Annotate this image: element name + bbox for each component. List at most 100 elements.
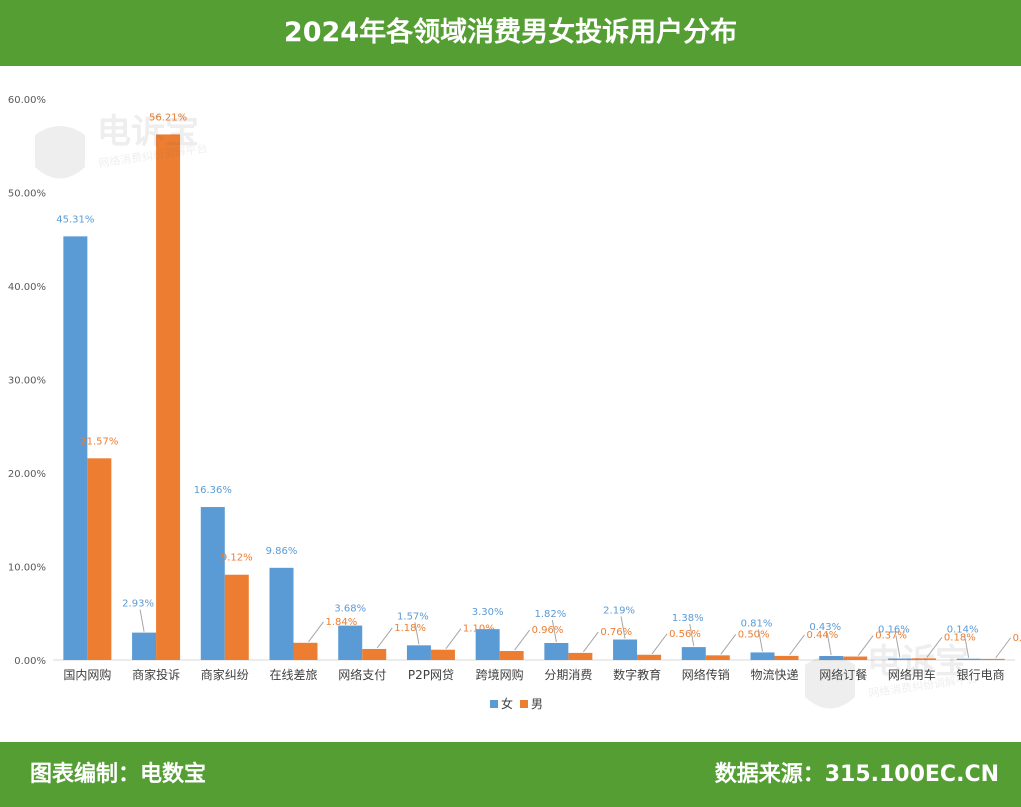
leader-line-female bbox=[620, 616, 626, 639]
bar-male bbox=[637, 654, 662, 660]
x-tick-label: 网络订餐 bbox=[819, 667, 867, 682]
bar-female bbox=[269, 567, 294, 660]
footer-bar bbox=[0, 742, 1021, 807]
data-label-male: 56.21% bbox=[149, 112, 187, 123]
bar-male bbox=[705, 655, 730, 660]
leader-line-male bbox=[651, 633, 668, 655]
legend-swatch-male bbox=[520, 700, 528, 708]
x-tick-label: P2P网贷 bbox=[408, 668, 454, 682]
data-label-female: 3.30% bbox=[472, 607, 504, 618]
leader-line-female bbox=[826, 632, 832, 656]
bar-chart: 0.00% 10.00% 20.00% 30.00% 40.00% 50.00% 60.00… bbox=[8, 95, 1021, 711]
bar-male bbox=[87, 458, 112, 660]
bar-female bbox=[613, 639, 638, 660]
leader-line-female bbox=[689, 624, 695, 647]
x-tick-label: 网络用车 bbox=[888, 667, 936, 682]
chart-credit: 图表编制：电数宝 bbox=[30, 762, 207, 787]
x-tick-label: 商家纠纷 bbox=[201, 667, 249, 682]
data-label-male: 0.50% bbox=[738, 629, 770, 640]
data-label-male: 0.76% bbox=[600, 627, 632, 638]
bar-male bbox=[362, 648, 387, 660]
data-label-female: 2.19% bbox=[603, 606, 635, 617]
bar-female bbox=[132, 632, 157, 660]
bar-female bbox=[338, 625, 363, 660]
leader-line-male bbox=[857, 635, 874, 656]
leader-line-male bbox=[445, 628, 462, 650]
leader-line-male bbox=[995, 637, 1012, 659]
x-tick-label: 国内网购 bbox=[63, 667, 111, 682]
y-tick-label: 60.00% bbox=[8, 95, 46, 106]
leader-line-male bbox=[789, 634, 805, 656]
leader-line-female bbox=[139, 609, 145, 632]
bar-male bbox=[843, 656, 868, 660]
x-tick-label: 网络传销 bbox=[682, 667, 730, 682]
bar-female bbox=[200, 507, 225, 660]
bar-female bbox=[63, 236, 88, 660]
bar-male bbox=[980, 658, 1005, 660]
leader-line-male bbox=[376, 627, 393, 649]
data-label-female: 1.57% bbox=[397, 611, 429, 622]
y-tick-label: 30.00% bbox=[8, 376, 46, 387]
data-source: 数据来源：315.100EC.CN bbox=[714, 762, 999, 787]
x-tick-label: 商家投诉 bbox=[132, 667, 180, 682]
leader-line-female bbox=[964, 635, 970, 658]
data-label-male: 0.18% bbox=[944, 632, 976, 643]
data-label-female: 0.81% bbox=[741, 618, 773, 629]
legend-swatch-female bbox=[490, 700, 498, 708]
data-label-female: 16.36% bbox=[194, 485, 232, 496]
leader-line-male bbox=[720, 634, 737, 655]
bar-female bbox=[956, 658, 981, 660]
bar-male bbox=[156, 134, 181, 660]
bar-male bbox=[774, 655, 799, 660]
x-tick-label: 分期消费 bbox=[544, 668, 592, 682]
data-label-female: 45.31% bbox=[56, 214, 94, 225]
bar-male bbox=[224, 574, 249, 660]
bar-female bbox=[406, 645, 431, 660]
y-tick-label: 20.00% bbox=[8, 469, 46, 480]
data-label-female: 1.38% bbox=[672, 613, 704, 624]
data-label-female: 0.16% bbox=[878, 625, 910, 636]
leader-line-male bbox=[308, 621, 324, 643]
bar-female bbox=[681, 647, 706, 660]
data-label-female: 2.93% bbox=[122, 599, 154, 610]
y-tick-label: 40.00% bbox=[8, 282, 46, 293]
bar-male bbox=[499, 651, 524, 660]
data-label-male: 0.12% bbox=[1013, 633, 1021, 644]
bar-female bbox=[819, 655, 844, 660]
data-label-male: 21.57% bbox=[80, 436, 118, 447]
leader-line-female bbox=[758, 629, 763, 652]
bar-male bbox=[430, 649, 455, 660]
data-label-male: 0.37% bbox=[875, 631, 907, 642]
leader-line-female bbox=[551, 619, 557, 643]
data-label-male: 1.84% bbox=[326, 617, 358, 628]
bar-male bbox=[911, 658, 936, 660]
bar-male bbox=[568, 652, 593, 660]
legend-label-male: 男 bbox=[531, 697, 543, 711]
page-title: 2024年各领域消费男女投诉用户分布 bbox=[283, 17, 738, 48]
bar-female bbox=[887, 658, 912, 660]
bar-male bbox=[293, 642, 318, 660]
bar-female bbox=[475, 629, 500, 660]
x-tick-label: 在线差旅 bbox=[269, 668, 317, 682]
leader-line-male bbox=[582, 631, 599, 653]
data-label-male: 0.56% bbox=[669, 629, 701, 640]
y-tick-label: 50.00% bbox=[8, 189, 46, 200]
leader-line-female bbox=[895, 635, 901, 658]
data-label-male: 1.18% bbox=[394, 623, 426, 634]
x-tick-label: 网络支付 bbox=[338, 667, 386, 682]
x-tick-label: 数字教育 bbox=[613, 667, 661, 682]
leader-line-male bbox=[926, 637, 943, 658]
leader-line-female bbox=[414, 622, 420, 645]
title-bar bbox=[0, 0, 1021, 66]
x-tick-label: 物流快递 bbox=[750, 668, 798, 682]
data-label-male: 9.12% bbox=[221, 553, 253, 564]
data-label-female: 0.14% bbox=[947, 625, 979, 636]
y-tick-label: 10.00% bbox=[8, 563, 46, 574]
data-label-female: 1.82% bbox=[534, 609, 566, 620]
y-tick-label: 0.00% bbox=[14, 656, 46, 667]
bar-female bbox=[544, 642, 569, 660]
x-tick-label: 银行电商 bbox=[957, 667, 1005, 682]
x-tick-label: 跨境网购 bbox=[476, 667, 524, 682]
data-label-female: 9.86% bbox=[266, 546, 298, 557]
legend-label-female: 女 bbox=[501, 696, 513, 711]
